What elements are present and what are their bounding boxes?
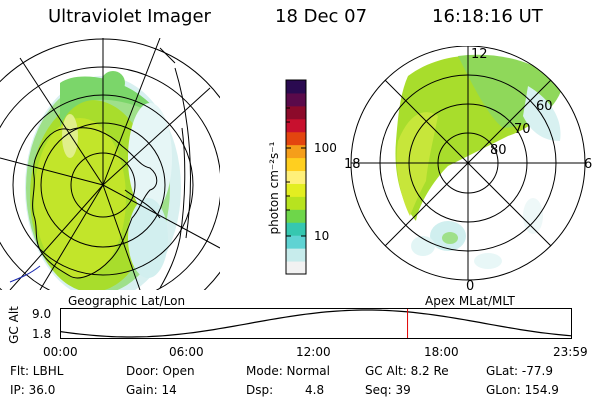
xtick-0600: 06:00: [169, 345, 204, 359]
polar-map: 12 18 6 0 60 70 80: [344, 46, 592, 290]
colorbar-tick-100: 100: [314, 141, 337, 155]
colorbar-cell: [286, 183, 306, 197]
apex-label: Apex MLat/MLT: [425, 294, 515, 308]
colorbar-cell: [286, 92, 306, 107]
mlt-label-12: 12: [471, 47, 488, 62]
colorbar-cell: [286, 261, 306, 275]
gc-alt-info: GC Alt: 8.2 Re: [365, 364, 449, 378]
polar-grid: [350, 46, 586, 281]
altitude-plot: [60, 308, 572, 339]
altitude-curve: [60, 309, 572, 338]
colorbar-cell: [286, 80, 306, 94]
colorbar-cell: [286, 235, 306, 249]
geographic-aurora-image: [25, 71, 181, 290]
continent-outline: [32, 127, 158, 279]
colorbar-cell: [286, 131, 306, 146]
xtick-1200: 12:00: [296, 345, 331, 359]
date-label: 18 Dec 07: [275, 6, 368, 27]
glon-info: GLon: 154.9: [486, 383, 559, 397]
geographic-grid: [0, 38, 220, 290]
filter-info: Flt: LBHL: [10, 364, 64, 378]
colorbar-cell: [286, 248, 306, 262]
time-label: 16:18:16 UT: [432, 6, 543, 27]
mlt-label-0: 0: [466, 279, 474, 290]
colorbar-cell: [286, 209, 306, 223]
altitude-ylabel: GC Alt: [7, 306, 21, 344]
instrument-title: Ultraviolet Imager: [48, 6, 211, 27]
mlt-label-18: 18: [344, 157, 361, 172]
geographic-label: Geographic Lat/Lon: [68, 294, 186, 308]
colorbar-cell: [286, 105, 306, 120]
mlt-label-6: 6: [584, 157, 592, 172]
colorbar-cell: [286, 196, 306, 210]
geographic-map: [0, 38, 220, 290]
seq-info: Seq: 39: [365, 383, 411, 397]
colorbar-cell: [286, 157, 306, 172]
altitude-ytick-min: 1.8: [32, 327, 52, 341]
mlat-label-70: 70: [514, 122, 531, 137]
mlat-label-60: 60: [536, 99, 553, 114]
colorbar: [285, 79, 307, 275]
ip-info: IP: 36.0: [10, 383, 56, 397]
xtick-1800: 18:00: [424, 345, 459, 359]
altitude-ytick-max: 9.0: [32, 307, 52, 321]
colorbar-title: photon cm⁻²s⁻¹: [267, 141, 281, 235]
gain-info: Gain: 14: [126, 383, 177, 397]
colorbar-cell: [286, 118, 306, 133]
door-info: Door: Open: [126, 364, 195, 378]
colorbar-cell: [286, 222, 306, 236]
mlat-label-80: 80: [490, 143, 507, 158]
glat-info: GLat: -77.9: [486, 364, 553, 378]
xtick-0000: 00:00: [43, 345, 78, 359]
xtick-2359: 23:59: [553, 345, 588, 359]
dsp-label: Dsp:: [246, 383, 274, 397]
colorbar-tick-10: 10: [314, 229, 330, 243]
mode-info: Mode: Normal: [246, 364, 330, 378]
dsp-value: 4.8: [305, 383, 325, 397]
colorbar-cell: [286, 170, 306, 184]
colorbar-cell: [286, 144, 306, 159]
